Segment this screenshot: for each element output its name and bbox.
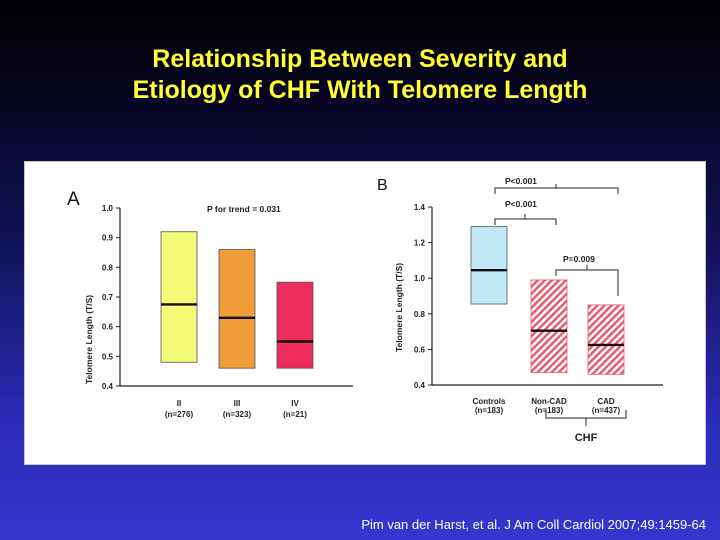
panel-b-y-tick-label: 0.8	[414, 310, 426, 319]
p-controls-vs-noncad: P<0.001	[505, 199, 537, 209]
p-controls-vs-chf: P<0.001	[505, 176, 537, 186]
panel-a-p-trend: P for trend = 0.031	[207, 204, 281, 214]
panel-a-y-tick-label: 0.4	[102, 382, 114, 391]
panel-b-bar	[587, 304, 625, 375]
panel-b-y-tick-label: 1.0	[414, 274, 426, 283]
panel-b-category-n: (n=437)	[592, 406, 621, 415]
panel-b-bar	[530, 279, 568, 373]
chf-group-label: CHF	[575, 432, 598, 444]
panel-b-marks: 0.40.60.81.01.21.4Controls(n=183)Non-CAD…	[414, 203, 625, 415]
panel-a-bar	[276, 281, 314, 369]
panel-b-y-axis-label: Telomere Length (T/S)	[394, 263, 404, 352]
panel-a-category-label: II	[177, 399, 181, 408]
p-noncad-vs-cad: P=0.009	[563, 254, 595, 264]
panel-b-y-tick-label: 0.4	[414, 381, 426, 390]
panel-a-category-label: IV	[291, 399, 299, 408]
panel-b-category-label: CAD	[597, 397, 615, 406]
title-line-1: Relationship Between Severity and	[152, 45, 568, 73]
panel-b-category-n: (n=183)	[475, 406, 504, 415]
panel-b-category-n: (n=183)	[535, 406, 564, 415]
panel-a-y-tick-label: 1.0	[102, 204, 114, 213]
figure-panel: A P for trend = 0.031 Telomere Length (T…	[24, 161, 706, 465]
panel-a-bar	[218, 249, 256, 369]
panel-a-bar	[160, 231, 198, 363]
title-line-2: Etiology of CHF With Telomere Length	[132, 76, 588, 104]
panel-a-category-n: (n=323)	[223, 410, 252, 419]
panel-a-marks: 0.4 0.5 0.6 0.7 0.8 0.9 1.0 II (n=276) III (n=323)…	[102, 204, 314, 419]
panel-a-y-tick-label: 0.5	[102, 352, 114, 361]
bracket-controls-vs-chf	[494, 187, 619, 194]
bracket-controls-vs-noncad	[494, 218, 557, 225]
panel-a-category-n: (n=21)	[283, 410, 307, 419]
panel-b-y-tick-label: 0.6	[414, 345, 426, 354]
panel-b-label: B	[377, 177, 388, 194]
citation: Pim van der Harst, et al. J Am Coll Card…	[361, 517, 706, 532]
panel-a-y-tick-label: 0.6	[102, 323, 114, 332]
panel-b-bar	[470, 226, 508, 305]
panel-b-category-label: Non-CAD	[531, 397, 567, 406]
panel-a-category-label: III	[234, 399, 241, 408]
slide-title: Relationship Between Severity and Etiolo…	[0, 44, 720, 106]
panel-a-y-axis-label: Telomere Length (T/S)	[84, 295, 94, 384]
panel-a-y-tick-label: 0.8	[102, 263, 114, 272]
panel-b-category-label: Controls	[473, 397, 506, 406]
panel-a-y-tick-label: 0.9	[102, 234, 114, 243]
panel-b-y-tick-label: 1.2	[414, 239, 426, 248]
panel-b-y-tick-label: 1.4	[414, 203, 426, 212]
panel-a-category-n: (n=276)	[165, 410, 194, 419]
panel-a-label: A	[67, 189, 80, 210]
panel-a-y-tick-label: 0.7	[102, 293, 114, 302]
chart-figure: A P for trend = 0.031 Telomere Length (T…	[67, 176, 663, 444]
